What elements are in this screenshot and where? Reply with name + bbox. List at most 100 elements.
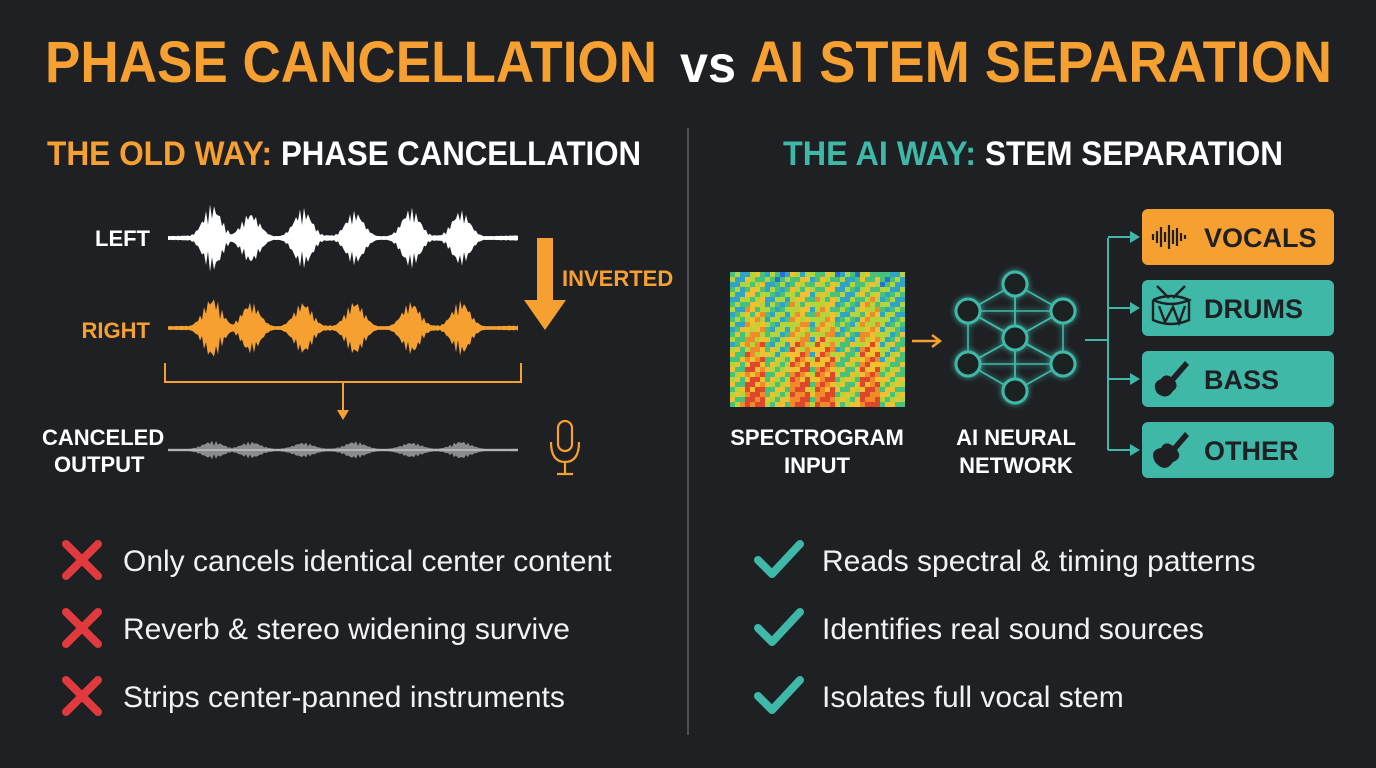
spectrogram-cell bbox=[790, 322, 795, 327]
spectrogram-cell bbox=[745, 352, 750, 357]
spectrogram-cell bbox=[780, 292, 785, 297]
drum-icon bbox=[1151, 285, 1192, 327]
spectrogram-cell bbox=[830, 302, 835, 307]
spectrogram-cell bbox=[815, 402, 820, 407]
spectrogram-cell bbox=[795, 342, 800, 347]
spectrogram-cell bbox=[805, 377, 810, 382]
spectrogram-cell bbox=[785, 402, 790, 407]
spectrogram-cell bbox=[790, 367, 795, 372]
output-label-1: CANCELED bbox=[42, 425, 164, 450]
spectrogram-cell bbox=[820, 337, 825, 342]
spectrogram-cell bbox=[790, 337, 795, 342]
spectrogram-cell bbox=[810, 292, 815, 297]
flow-arrow bbox=[912, 334, 943, 348]
tree-arrowhead bbox=[1130, 302, 1140, 314]
spectrogram-cell bbox=[830, 362, 835, 367]
spectrogram-cell bbox=[765, 387, 770, 392]
spectrogram-cell bbox=[825, 272, 830, 277]
spectrogram-cell bbox=[850, 377, 855, 382]
spectrogram-cell bbox=[805, 322, 810, 327]
spectrogram-cell bbox=[735, 292, 740, 297]
spectrogram-cell bbox=[820, 372, 825, 377]
spectrogram-cell bbox=[745, 377, 750, 382]
spectrogram-cell bbox=[735, 327, 740, 332]
spectrogram-cell bbox=[855, 292, 860, 297]
spectrogram-cell bbox=[745, 322, 750, 327]
spectrogram-cell bbox=[790, 402, 795, 407]
spectrogram-cell bbox=[850, 307, 855, 312]
spectrogram-cell bbox=[870, 277, 875, 282]
cross-icon bbox=[62, 676, 102, 716]
spectrogram-cell bbox=[855, 382, 860, 387]
spectrogram-cell bbox=[780, 302, 785, 307]
spectrogram-cell bbox=[870, 352, 875, 357]
spectrogram-cell bbox=[875, 402, 880, 407]
spectrogram-cell bbox=[740, 377, 745, 382]
spectrogram-cell bbox=[790, 332, 795, 337]
spectrogram-cell bbox=[870, 332, 875, 337]
spectrogram-cell bbox=[775, 332, 780, 337]
spectrogram-cell bbox=[850, 317, 855, 322]
spectrogram-cell bbox=[805, 397, 810, 402]
spectrogram-cell bbox=[740, 277, 745, 282]
spectrogram-cell bbox=[900, 337, 905, 342]
spectrogram-cell bbox=[845, 312, 850, 317]
spectrogram-cell bbox=[730, 282, 735, 287]
spectrogram-cell bbox=[795, 292, 800, 297]
spectrogram-cell bbox=[760, 282, 765, 287]
spectrogram-cell bbox=[810, 272, 815, 277]
spectrogram-cell bbox=[840, 297, 845, 302]
spectrogram-cell bbox=[825, 402, 830, 407]
spectrogram-cell bbox=[875, 332, 880, 337]
spectrogram-cell bbox=[740, 337, 745, 342]
spectrogram-cell bbox=[795, 297, 800, 302]
spectrogram-cell bbox=[760, 367, 765, 372]
spectrogram-cell bbox=[875, 302, 880, 307]
waveform bbox=[168, 204, 518, 272]
spectrogram-cell bbox=[810, 352, 815, 357]
spectrogram-cell bbox=[780, 332, 785, 337]
spectrogram-cell bbox=[800, 357, 805, 362]
spectrogram-cell bbox=[745, 367, 750, 372]
spectrogram-cell bbox=[800, 282, 805, 287]
spectrogram-cell bbox=[855, 317, 860, 322]
title-vs: vs bbox=[680, 36, 736, 94]
spectrogram-cell bbox=[780, 322, 785, 327]
spectrogram-cell bbox=[875, 292, 880, 297]
spectrogram-cell bbox=[895, 377, 900, 382]
spectrogram-cell bbox=[765, 302, 770, 307]
spectrogram-cell bbox=[785, 347, 790, 352]
spectrogram-cell bbox=[760, 317, 765, 322]
spectrogram-cell bbox=[730, 347, 735, 352]
spectrogram-cell bbox=[815, 307, 820, 312]
spectrogram-cell bbox=[765, 272, 770, 277]
spectrogram-cell bbox=[755, 287, 760, 292]
spectrogram-cell bbox=[870, 287, 875, 292]
spectrogram-cell bbox=[770, 347, 775, 352]
spectrogram-cell bbox=[875, 282, 880, 287]
spectrogram-cell bbox=[885, 382, 890, 387]
spectrogram-cell bbox=[770, 387, 775, 392]
spectrogram-cell bbox=[860, 292, 865, 297]
spectrogram-cell bbox=[865, 282, 870, 287]
spectrogram-cell bbox=[860, 402, 865, 407]
spectrogram-cell bbox=[730, 332, 735, 337]
spectrogram-cell bbox=[745, 387, 750, 392]
spectrogram-cell bbox=[750, 392, 755, 397]
spectrogram-cell bbox=[895, 357, 900, 362]
spectrogram-cell bbox=[765, 367, 770, 372]
spectrogram-cell bbox=[845, 282, 850, 287]
spectrogram-cell bbox=[890, 282, 895, 287]
spectrogram-cell bbox=[730, 272, 735, 277]
spectrogram-cell bbox=[785, 377, 790, 382]
spectrogram-cell bbox=[885, 352, 890, 357]
spectrogram-cell bbox=[770, 337, 775, 342]
spectrogram-cell bbox=[890, 312, 895, 317]
spectrogram-cell bbox=[865, 307, 870, 312]
spectrogram-cell bbox=[760, 292, 765, 297]
spectrogram-cell bbox=[850, 367, 855, 372]
spectrogram-cell bbox=[795, 387, 800, 392]
spectrogram-cell bbox=[820, 332, 825, 337]
spectrogram-cell bbox=[745, 342, 750, 347]
spectrogram-cell bbox=[730, 307, 735, 312]
